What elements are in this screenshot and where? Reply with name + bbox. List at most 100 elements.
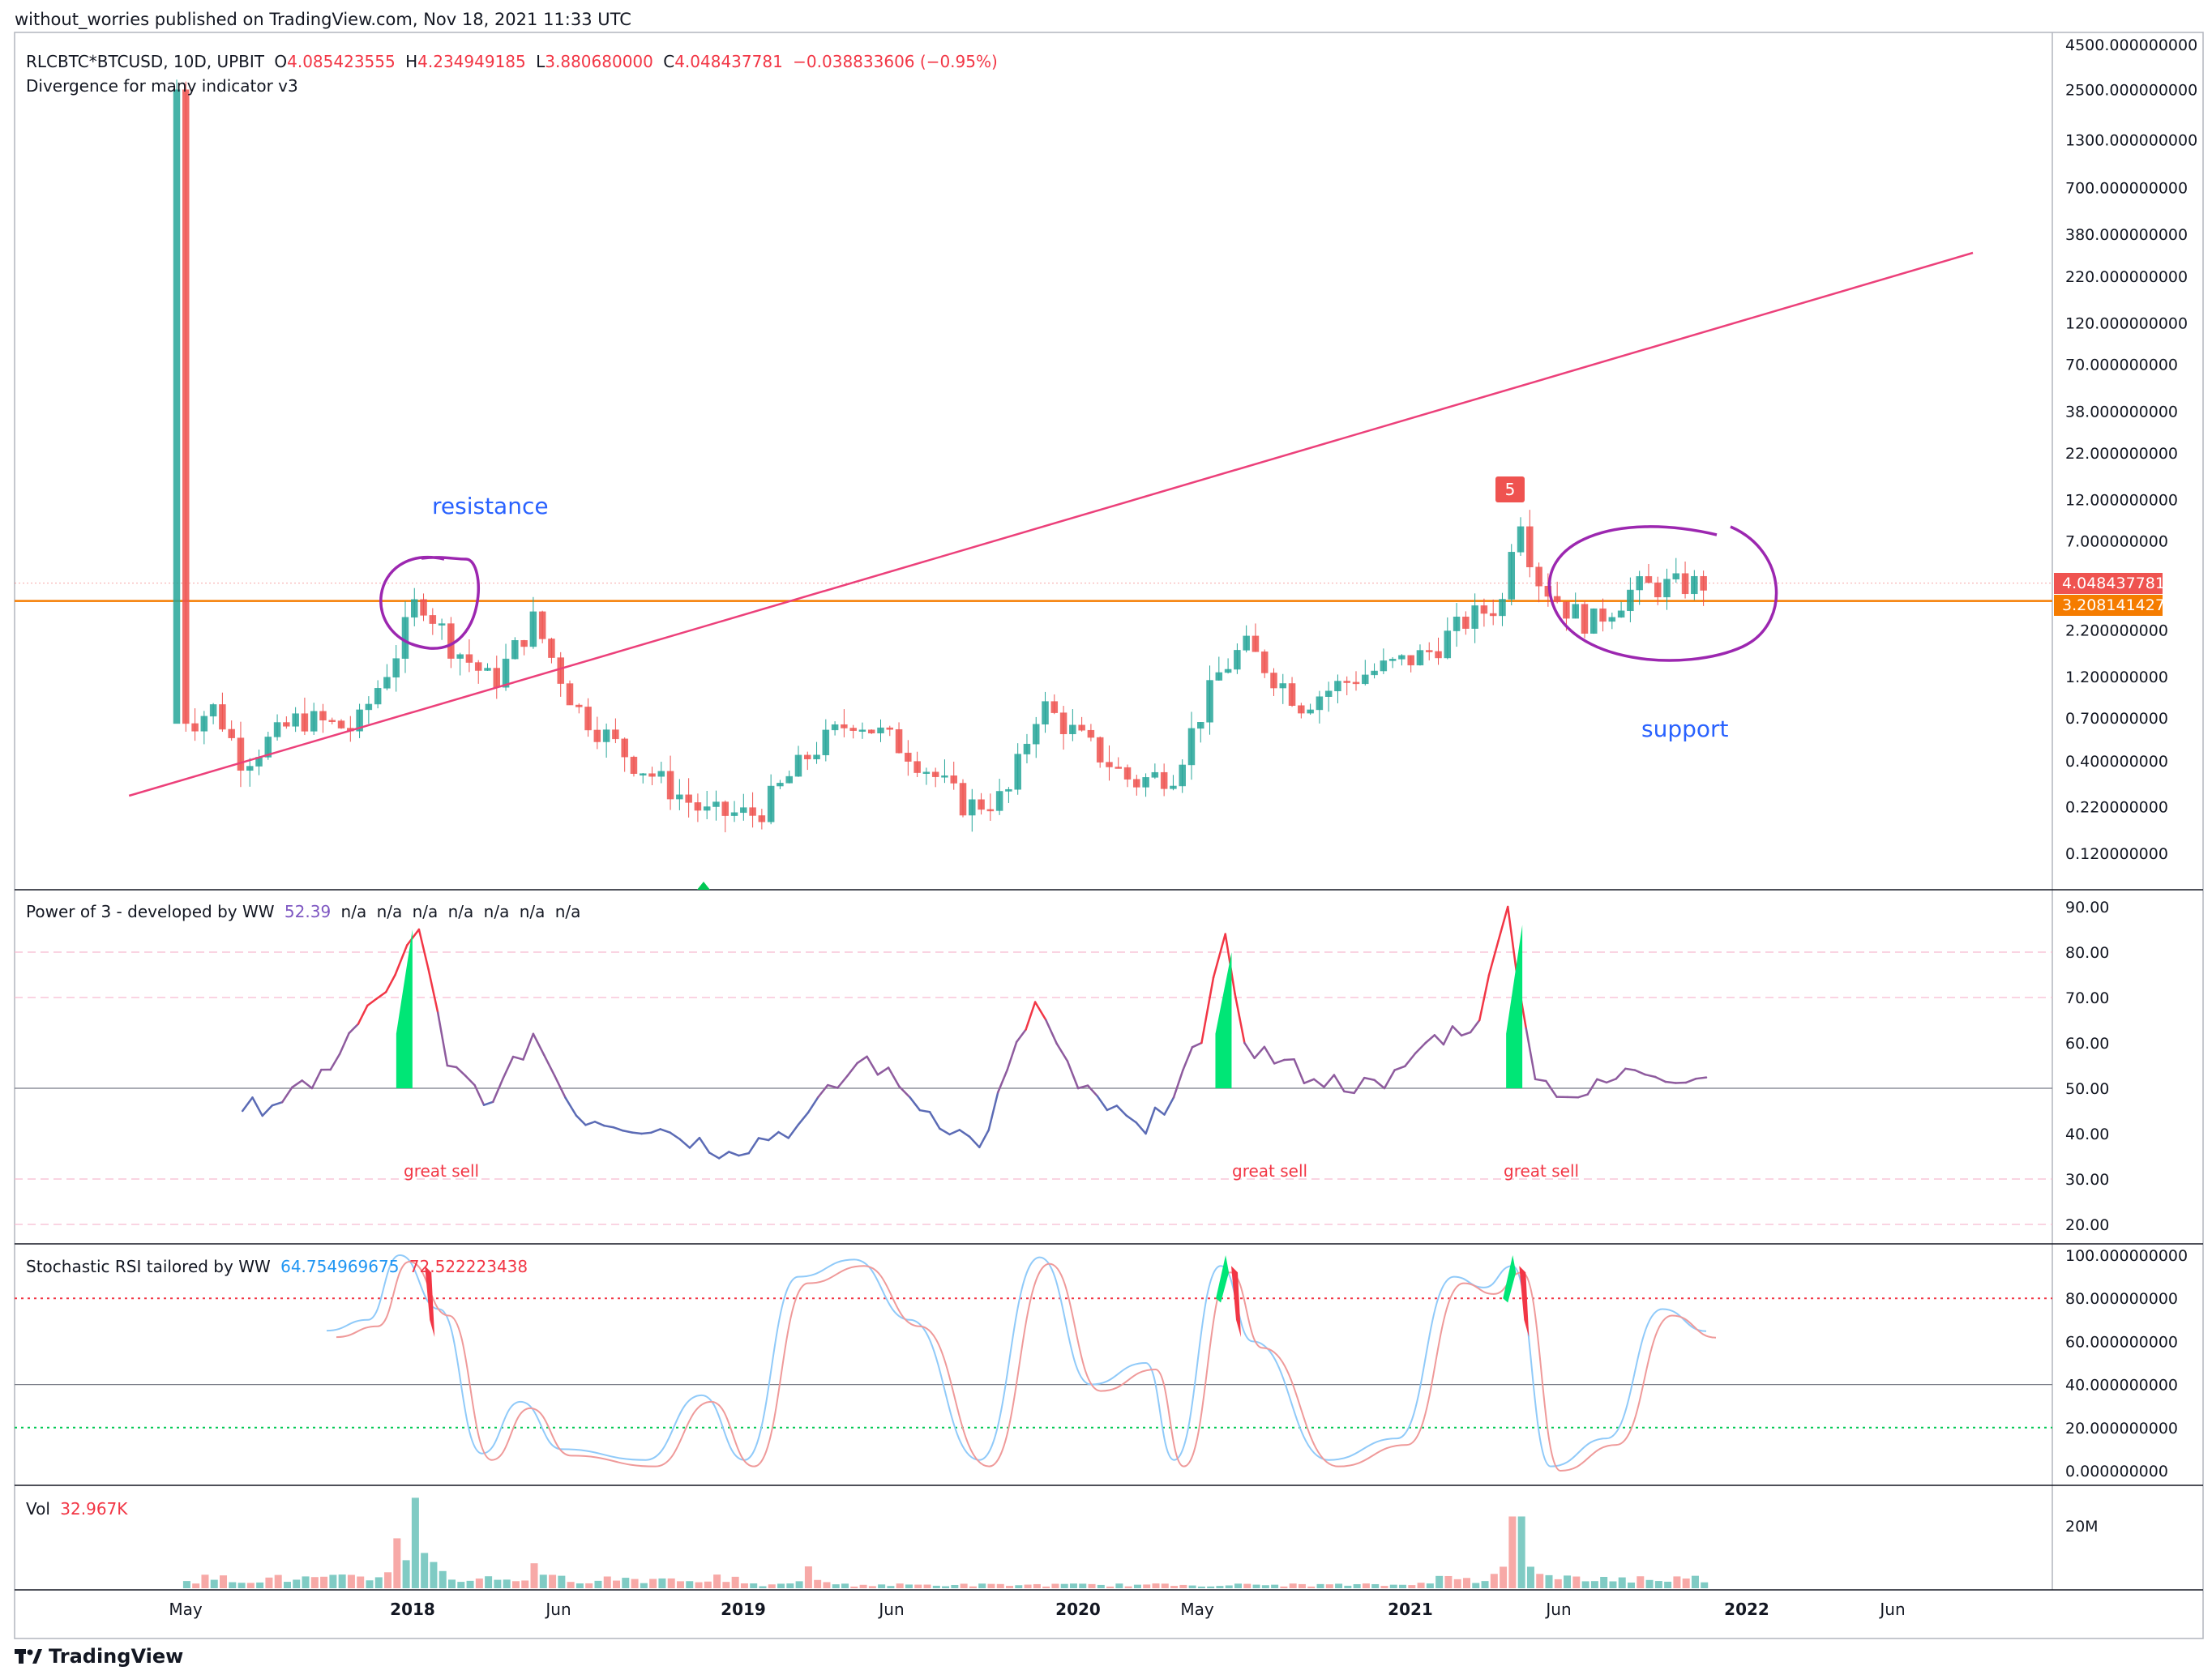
stoch-rsi-pane[interactable] (15, 1254, 2052, 1472)
candle-body (694, 802, 702, 811)
volume-bar (357, 1576, 365, 1588)
candle-body (950, 775, 957, 784)
power-line-segment (301, 1079, 314, 1090)
candle-body (1572, 604, 1579, 619)
main-price-axis[interactable]: 4500.000000000 2500.000000000 1300.0000000… (2065, 36, 2197, 863)
volume-bar (1472, 1583, 1480, 1588)
high-value: 4.234949185 (417, 52, 526, 71)
main-price-pane[interactable] (15, 79, 2052, 890)
candle-body (566, 683, 574, 706)
volume-bar (511, 1581, 520, 1588)
volume-bar (1225, 1585, 1233, 1588)
volume-bar (393, 1538, 401, 1588)
power-line-segment (1383, 1069, 1396, 1090)
volume-bar (667, 1578, 675, 1588)
low-label: L (536, 52, 546, 71)
power-na-4: n/a (447, 902, 474, 921)
volume-bar (1033, 1583, 1041, 1588)
candle-body (1471, 605, 1478, 629)
volume-bar (731, 1576, 739, 1588)
power-line-segment (280, 1086, 293, 1104)
candle-body (538, 611, 546, 639)
candle-body (1581, 604, 1589, 634)
power-line-segment (1424, 1034, 1436, 1045)
candle-body (456, 654, 464, 659)
power-line-segment (1654, 1075, 1666, 1083)
power-line-segment (816, 1083, 829, 1099)
volume-bar (750, 1583, 758, 1588)
candle-body (593, 729, 601, 742)
power-legend[interactable]: Power of 3 - developed by WW 52.39 n/a n… (26, 902, 585, 921)
vol-legend[interactable]: Vol 32.967K (26, 1499, 132, 1519)
power-line-segment (649, 1128, 661, 1134)
power-line-segment (464, 1074, 476, 1087)
volume-bar (329, 1574, 337, 1588)
volume-bar (1097, 1584, 1105, 1588)
power-line-segment (738, 1151, 751, 1157)
power-of-3-pane[interactable] (15, 905, 2052, 1225)
power-axis[interactable]: 90.00 80.00 70.00 60.00 50.00 40.00 30.00 20.00 (2065, 899, 2109, 1234)
stoch-legend[interactable]: Stochastic RSI tailored by WW 64.7549696… (26, 1257, 533, 1276)
candle-body (703, 806, 711, 811)
candle-body (365, 703, 373, 711)
volume-bar (1490, 1574, 1498, 1588)
candle-body (1553, 596, 1561, 603)
power-line-segment (1684, 1077, 1697, 1084)
volume-bar (567, 1582, 575, 1588)
volume-bar (823, 1582, 831, 1588)
volume-bar (1508, 1516, 1517, 1588)
volume-bar (1526, 1566, 1534, 1588)
volume-pane[interactable] (182, 1497, 1709, 1588)
vol-y-tick-0: 20M (2065, 1518, 2099, 1536)
volume-bar (1015, 1585, 1023, 1588)
volume-bar (246, 1583, 255, 1588)
candle-body (1563, 601, 1570, 619)
volume-bar (640, 1583, 648, 1588)
volume-bar (1079, 1583, 1087, 1588)
volume-bar (1289, 1583, 1297, 1588)
volume-bar (996, 1583, 1004, 1588)
candle-body (895, 728, 903, 754)
power-line-segment (1033, 1001, 1047, 1022)
candle-body (740, 807, 747, 814)
candle-body (1700, 575, 1707, 591)
power-line-segment (1343, 1090, 1356, 1095)
power-line-segment (417, 928, 430, 971)
volume-axis[interactable]: 20M (2065, 1518, 2099, 1536)
power-line-segment (241, 1096, 254, 1113)
power-line-segment (251, 1096, 263, 1117)
volume-bar (1344, 1585, 1352, 1588)
power-line-segment (1106, 1104, 1119, 1112)
volume-bar (283, 1582, 291, 1588)
support-annotation[interactable]: support (1641, 716, 1729, 742)
volume-bar (575, 1583, 584, 1588)
volume-bar (475, 1579, 483, 1588)
candle-body (219, 704, 226, 730)
candle-body (1480, 605, 1488, 614)
volume-bar (1399, 1584, 1407, 1588)
power-line-segment (542, 1053, 556, 1078)
power-line-segment (1145, 1106, 1157, 1135)
power-line-segment (338, 1032, 350, 1055)
volume-bar (613, 1580, 621, 1588)
power-line-segment (261, 1104, 274, 1117)
power-line-segment (446, 1064, 458, 1069)
tradingview-logo[interactable]: TradingView (15, 1645, 183, 1668)
resistance-annotation[interactable]: resistance (432, 493, 549, 519)
time-axis[interactable]: May 2018 Jun 2019 Jun 2020 May 2021 Jun 2022 Jun (169, 1600, 1905, 1619)
power-line-segment (1234, 993, 1246, 1045)
volume-bar (1307, 1586, 1316, 1588)
candle-body (1042, 701, 1049, 724)
volume-bar (1581, 1581, 1589, 1588)
volume-bar (549, 1574, 557, 1588)
power-line-segment (1243, 1041, 1256, 1060)
signal-badge[interactable]: 5 (1495, 476, 1525, 502)
power-line-segment (1577, 1093, 1589, 1099)
indicator-legend[interactable]: Divergence for many indicator v3 (26, 76, 303, 96)
volume-bar (814, 1579, 822, 1588)
power-line-segment (1025, 1001, 1037, 1031)
stoch-axis[interactable]: 100.000000000 80.000000000 60.000000000 40.… (2065, 1247, 2188, 1480)
power-line-segment (669, 1131, 682, 1141)
volume-bar (558, 1575, 566, 1588)
